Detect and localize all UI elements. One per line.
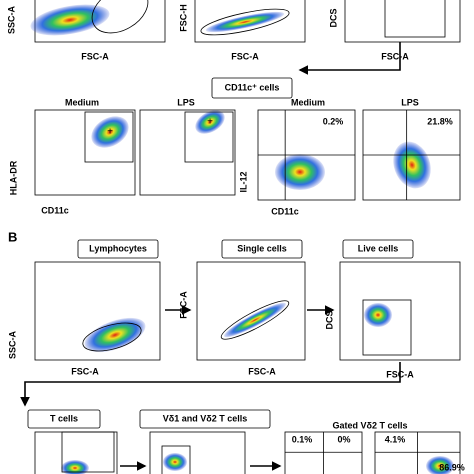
gate bbox=[82, 322, 142, 352]
label: CD11c⁺ cells bbox=[225, 82, 280, 92]
label: LPS bbox=[401, 97, 419, 107]
plot-frame bbox=[344, 0, 461, 43]
label: DCS bbox=[328, 8, 338, 27]
label: FSC-A bbox=[178, 291, 188, 319]
gate bbox=[220, 300, 290, 340]
label: 0% bbox=[337, 434, 350, 444]
label-box bbox=[27, 409, 101, 429]
label-box bbox=[211, 77, 293, 99]
gate bbox=[91, 0, 149, 34]
cell-cloud bbox=[163, 453, 187, 471]
label-box bbox=[221, 239, 303, 259]
label: FSC-A bbox=[381, 51, 409, 61]
label: Medium bbox=[65, 97, 99, 107]
cell-cloud bbox=[223, 302, 287, 338]
label: 86.9% bbox=[439, 462, 465, 472]
arrow bbox=[298, 42, 401, 75]
cell-cloud bbox=[393, 141, 431, 189]
cell-cloud bbox=[275, 154, 325, 190]
gate bbox=[61, 431, 115, 473]
panel-label: B bbox=[8, 229, 17, 244]
label-box bbox=[342, 239, 414, 259]
label: Single cells bbox=[237, 243, 287, 253]
cell-cloud bbox=[30, 4, 110, 36]
cell-cloud bbox=[195, 110, 225, 134]
gate bbox=[84, 111, 134, 163]
cell-cloud bbox=[364, 303, 392, 327]
label: 4.1% bbox=[385, 434, 406, 444]
label: FSC-H bbox=[178, 4, 188, 32]
gate bbox=[384, 0, 446, 38]
cell-cloud bbox=[84, 317, 146, 353]
label: Vδ1 and Vδ2 T cells bbox=[163, 413, 247, 423]
label: CD11c bbox=[271, 206, 299, 216]
label: IL-12 bbox=[238, 171, 248, 192]
gate bbox=[200, 8, 290, 36]
marker: + bbox=[107, 127, 113, 138]
plot-frame bbox=[196, 261, 306, 361]
label: Gated Vδ2 T cells bbox=[333, 420, 408, 430]
label: HLA-DR bbox=[8, 160, 18, 195]
cell-cloud bbox=[61, 460, 89, 474]
label: FSC-A bbox=[231, 51, 259, 61]
label: Live cells bbox=[358, 243, 399, 253]
gate bbox=[161, 445, 191, 474]
label: DCS bbox=[324, 310, 334, 329]
label: Medium bbox=[291, 97, 325, 107]
label-box bbox=[77, 239, 159, 259]
label-box bbox=[139, 409, 271, 429]
label: FSC-A bbox=[71, 366, 99, 376]
label: 0.1% bbox=[292, 434, 313, 444]
label: Lymphocytes bbox=[89, 243, 147, 253]
cell-cloud bbox=[205, 11, 285, 33]
marker: + bbox=[207, 117, 213, 128]
label: 21.8% bbox=[427, 116, 453, 126]
cell-cloud bbox=[91, 116, 129, 148]
gate bbox=[362, 299, 412, 356]
label: LPS bbox=[177, 97, 195, 107]
label: T cells bbox=[50, 413, 78, 423]
label: SSC-A bbox=[6, 6, 16, 35]
plot-frame bbox=[339, 261, 461, 361]
cell-cloud bbox=[426, 456, 454, 474]
plot-frame bbox=[149, 431, 246, 474]
label: FSC-A bbox=[81, 51, 109, 61]
gate bbox=[184, 111, 234, 163]
label: FSC-A bbox=[248, 366, 276, 376]
label: CD11c bbox=[41, 205, 69, 215]
arrow bbox=[20, 362, 401, 407]
label: 0.2% bbox=[323, 116, 344, 126]
label: SSC-A bbox=[7, 331, 17, 360]
